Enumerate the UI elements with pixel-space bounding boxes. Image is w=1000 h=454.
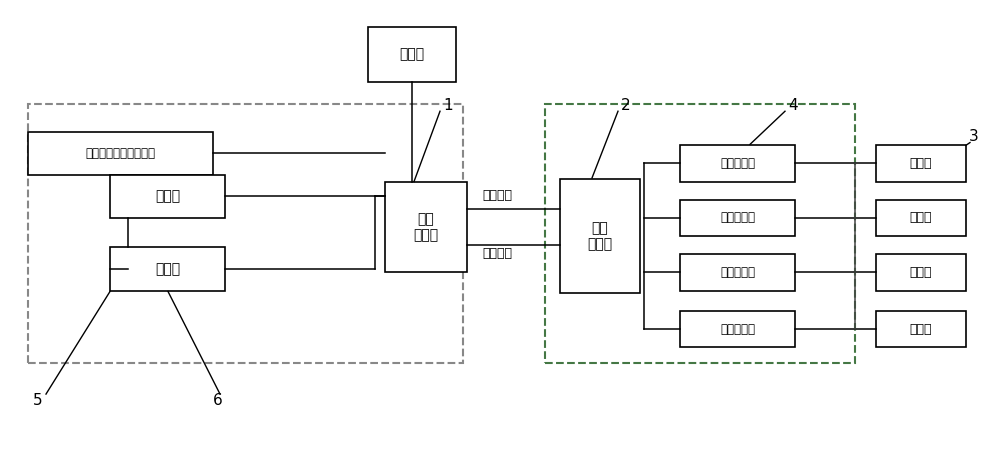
Text: 5: 5: [33, 393, 43, 408]
Text: 4: 4: [788, 98, 798, 113]
Bar: [680, 254, 795, 291]
Text: 模数转换器: 模数转换器: [720, 266, 755, 279]
Bar: [876, 311, 966, 347]
Text: 3: 3: [969, 128, 979, 144]
Bar: [876, 200, 966, 236]
Text: 传感器: 传感器: [910, 266, 932, 279]
Bar: [368, 27, 456, 82]
Text: 加法器: 加法器: [155, 262, 180, 276]
Text: 传输总线: 传输总线: [482, 247, 512, 260]
Text: 传感器: 传感器: [910, 157, 932, 170]
Text: 传感器: 传感器: [910, 212, 932, 224]
Bar: [680, 145, 795, 182]
Bar: [28, 132, 213, 175]
Text: 1: 1: [443, 98, 453, 113]
Text: 6: 6: [213, 393, 223, 408]
Bar: [680, 200, 795, 236]
Bar: [876, 254, 966, 291]
Text: 2: 2: [621, 98, 631, 113]
Text: 下位
单片机: 下位 单片机: [587, 221, 613, 251]
Text: 模数转换器: 模数转换器: [720, 212, 755, 224]
Bar: [876, 145, 966, 182]
Bar: [680, 311, 795, 347]
Bar: [28, 104, 463, 363]
Text: 模数转换器: 模数转换器: [720, 323, 755, 336]
Text: 上位
单片机: 上位 单片机: [413, 212, 439, 242]
Text: 传感器: 传感器: [910, 323, 932, 336]
Text: 称重仪表信号输入端口: 称重仪表信号输入端口: [86, 147, 156, 160]
Text: 计算机: 计算机: [399, 48, 425, 61]
Bar: [545, 104, 855, 363]
Text: 寄存器: 寄存器: [155, 189, 180, 203]
Bar: [110, 247, 225, 291]
Text: 模数转换器: 模数转换器: [720, 157, 755, 170]
Bar: [110, 175, 225, 218]
Text: 控制总线: 控制总线: [482, 189, 512, 202]
Bar: [560, 179, 640, 293]
Bar: [385, 182, 467, 272]
